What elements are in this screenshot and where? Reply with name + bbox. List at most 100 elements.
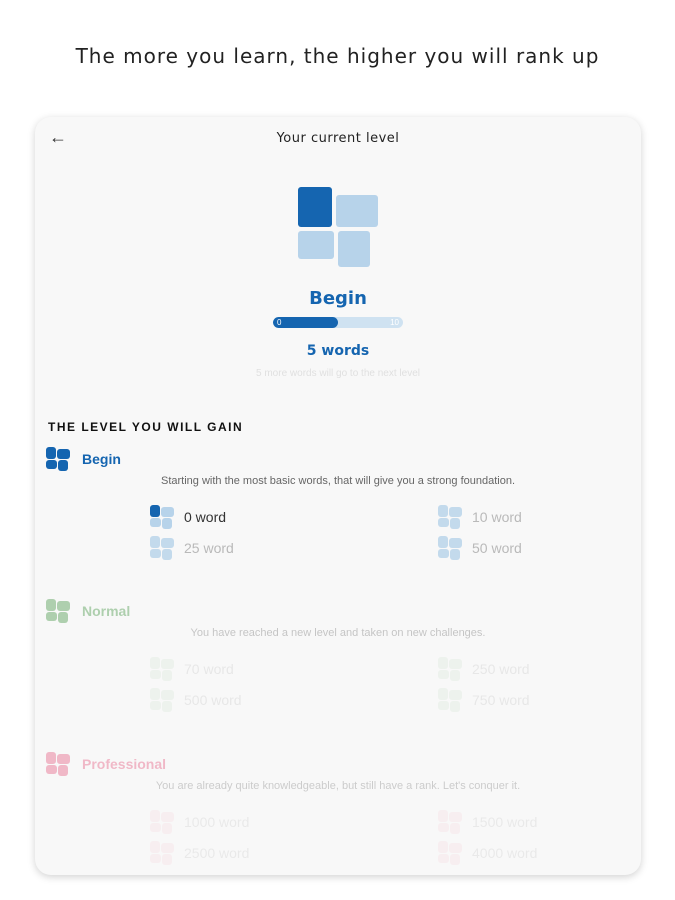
icon-piece [298,231,334,259]
level-description: You have reached a new level and taken o… [190,627,486,639]
icon-piece [161,690,174,700]
milestone-item: 250 word [438,657,530,681]
icon-piece [438,823,449,832]
milestone-icon [150,810,174,834]
icon-piece [438,810,449,822]
milestone-label: 10 word [472,509,522,525]
icon-piece [162,701,172,712]
level-icon [46,599,70,623]
progress-min: 0 [277,318,282,327]
milestone-icon [438,657,462,681]
icon-piece [438,688,449,700]
milestone-label: 50 word [472,540,522,556]
arrow-left-icon[interactable]: ← [49,127,67,147]
icon-piece [449,843,462,853]
icon-piece [150,536,161,548]
level-name: Professional [82,756,167,772]
icon-piece [57,449,70,459]
milestone-icon [150,841,174,865]
milestone-label: 25 word [184,540,234,556]
icon-piece [162,670,172,681]
icon-piece [46,447,57,459]
icon-piece [438,536,449,548]
milestone-item: 70 word [150,657,234,681]
level-header: Normal [46,599,130,623]
page-title: Your current level [276,131,400,146]
icon-piece [449,659,462,669]
icon-piece [46,612,57,621]
milestone-icon [150,505,174,529]
icon-piece [58,460,68,471]
current-level-name: Begin [309,288,367,309]
icon-piece [438,701,449,710]
level-progress-bar: 0 10 [273,317,403,328]
icon-piece [46,765,57,774]
icon-piece [161,538,174,548]
icon-piece [449,538,462,548]
icon-piece [449,690,462,700]
icon-piece [450,518,460,529]
milestone-icon [438,688,462,712]
icon-piece [150,657,161,669]
icon-piece [57,601,70,611]
level-icon [46,752,70,776]
icon-piece [438,854,449,863]
level-name: Begin [82,451,121,467]
milestone-item: 1000 word [150,810,249,834]
milestone-icon [438,536,462,560]
milestone-icon [438,810,462,834]
icon-piece [162,549,172,560]
icon-piece [58,765,68,776]
icon-piece [450,701,460,712]
icon-piece [298,187,332,227]
milestone-icon [150,657,174,681]
icon-piece [162,518,172,529]
icon-piece [57,754,70,764]
milestone-label: 70 word [184,661,234,677]
icon-piece [150,549,161,558]
icon-piece [161,843,174,853]
icon-piece [46,599,57,611]
icon-piece [338,231,370,267]
level-name: Normal [82,603,131,619]
icon-piece [438,518,449,527]
icon-piece [449,812,462,822]
milestone-label: 750 word [472,692,530,708]
milestone-label: 0 word [184,509,227,525]
icon-piece [438,841,449,853]
icon-piece [150,518,161,527]
icon-piece [438,505,449,517]
icon-piece [150,810,161,822]
level-description: Starting with the most basic words, that… [160,475,515,487]
icon-piece [58,612,68,623]
milestone-item: 1500 word [438,810,537,834]
progress-max: 10 [390,318,399,327]
milestone-item: 50 word [438,536,522,560]
icon-piece [162,823,172,834]
icon-piece [450,854,460,865]
icon-piece [150,670,161,679]
icon-piece [46,460,57,469]
milestone-item: 25 word [150,536,234,560]
icon-piece [150,701,161,710]
promo-caption: The more you learn, the higher you will … [75,44,600,68]
milestone-icon [438,841,462,865]
icon-piece [161,507,174,517]
level-screen: ← Your current level Begin 0 10 5 words … [35,117,641,875]
icon-piece [150,854,161,863]
milestone-label: 4000 word [472,845,538,861]
icon-piece [438,657,449,669]
milestone-item: 0 word [150,505,226,529]
milestone-label: 500 word [184,692,242,708]
milestone-item: 500 word [150,688,242,712]
icon-piece [150,688,161,700]
level-badge-icon [298,187,378,267]
next-level-hint: 5 more words will go to the next level [256,368,420,379]
milestone-label: 2500 word [184,845,250,861]
word-count: 5 words [306,343,370,359]
icon-piece [450,823,460,834]
milestone-icon [150,688,174,712]
level-icon [46,447,70,471]
milestone-icon [150,536,174,560]
level-header: Begin [46,447,121,471]
